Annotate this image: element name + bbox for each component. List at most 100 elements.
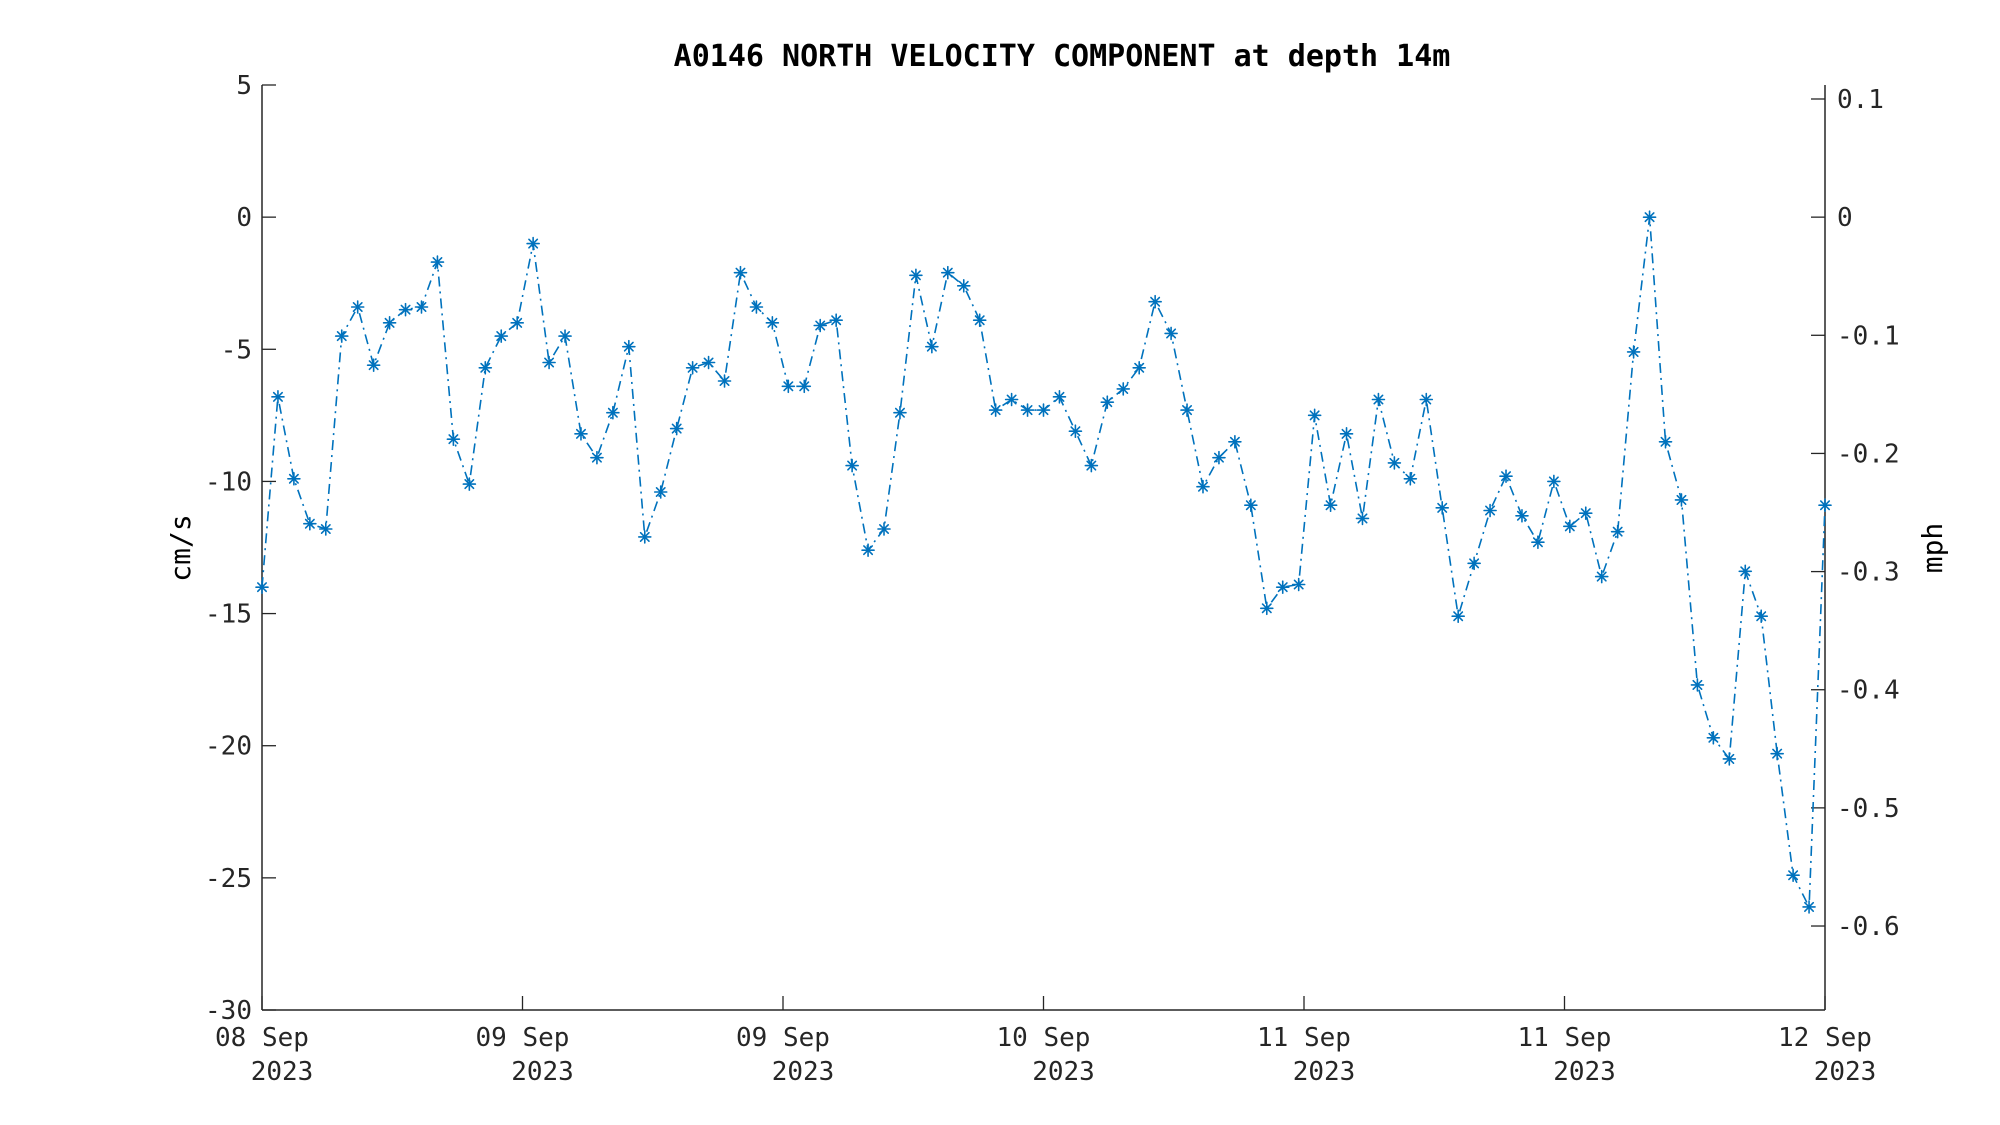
data-point [1786, 868, 1800, 883]
y2-tick-label: 0.1 [1837, 85, 1884, 115]
y-tick-label: -15 [205, 600, 252, 630]
data-point [1658, 434, 1673, 449]
data-point [366, 358, 381, 372]
data-point [941, 265, 955, 280]
chart-title: A0146 NORTH VELOCITY COMPONENT at depth … [674, 39, 1451, 74]
data-point [956, 279, 971, 293]
data-point [797, 379, 812, 394]
data-point [1323, 498, 1338, 513]
data-point [558, 329, 572, 343]
data-point [1674, 493, 1689, 507]
data-point [414, 300, 429, 314]
x-tick-year: 2023 [251, 1057, 314, 1087]
data-point [749, 300, 764, 314]
data-point [478, 360, 493, 375]
y-tick-label: 5 [236, 71, 252, 101]
data-point [398, 302, 413, 317]
data-point [1212, 450, 1226, 465]
data-point [1100, 395, 1115, 409]
data-point [1738, 564, 1753, 579]
data-point [1020, 403, 1035, 417]
x-tick-label: 09 Sep [736, 1023, 830, 1053]
y-tick-label: 0 [236, 203, 252, 233]
y-tick-label: -30 [205, 996, 252, 1026]
data-point [653, 485, 668, 499]
data-point [1132, 360, 1146, 375]
data-point [1547, 474, 1561, 489]
data-point [382, 316, 397, 330]
data-point [542, 355, 556, 370]
axes: 5 0 -5 -10 -15 -20 -25 -30 0.1 0 -0.1 -0.2 -0.3 -0.4 -… [205, 71, 1900, 1087]
data-point [1371, 392, 1386, 407]
data-point [255, 580, 269, 594]
data-point [829, 313, 843, 328]
data-point [1291, 577, 1306, 592]
data-point [1052, 390, 1067, 404]
data-point [1610, 524, 1625, 539]
x-tick-year: 2023 [1553, 1057, 1616, 1087]
data-point [972, 313, 987, 328]
x-tick-year: 2023 [1814, 1057, 1877, 1087]
data-point [334, 329, 349, 343]
y-tick-label: -25 [205, 864, 252, 894]
data-point [1531, 535, 1545, 550]
y2-tick-label: -0.3 [1837, 558, 1900, 588]
series-line [261, 217, 1826, 911]
data-point [717, 374, 732, 388]
x-tick-label: 12 Sep [1778, 1023, 1872, 1053]
data-series [255, 210, 1832, 914]
data-point [318, 522, 333, 536]
data-point [1451, 609, 1465, 624]
x-tick-year: 2023 [1293, 1057, 1356, 1087]
y-tick-label: -20 [205, 732, 252, 762]
data-point [669, 421, 684, 436]
data-point [1435, 501, 1450, 515]
y2-tick-label: -0.2 [1837, 439, 1900, 469]
data-point [526, 236, 540, 251]
data-point [813, 318, 828, 333]
y-tick-label: -5 [221, 335, 252, 365]
data-point [781, 379, 796, 394]
data-point [1690, 678, 1705, 692]
x-tick-label: 11 Sep [1257, 1023, 1351, 1053]
x-tick-label: 11 Sep [1518, 1023, 1612, 1053]
y2-tick-label: -0.4 [1837, 676, 1900, 706]
data-point [494, 329, 509, 343]
data-point [1004, 392, 1019, 407]
data-point [988, 403, 1003, 417]
data-point [1403, 471, 1418, 486]
y2-tick-label: -0.6 [1837, 912, 1900, 942]
y2-tick-label: -0.1 [1837, 321, 1900, 351]
data-point [350, 300, 365, 314]
data-point [1355, 511, 1370, 526]
x-tick-label: 08 Sep [215, 1023, 309, 1053]
data-point [462, 477, 477, 491]
data-point [925, 339, 939, 354]
y2-tick-label: 0 [1837, 203, 1853, 233]
data-point [1419, 392, 1434, 407]
y-axis-label: cm/s [164, 514, 197, 581]
data-point [1228, 434, 1242, 449]
data-point [1275, 580, 1290, 594]
data-point [574, 427, 588, 441]
y2-tick-label: -0.5 [1837, 794, 1900, 824]
data-point [733, 265, 748, 280]
data-point [622, 339, 636, 354]
data-point [446, 432, 461, 446]
data-point [765, 316, 780, 330]
data-point [1706, 730, 1721, 745]
data-point [1068, 424, 1083, 439]
data-point [1499, 469, 1513, 483]
data-point [1578, 506, 1593, 520]
data-point [1036, 403, 1051, 417]
data-point [893, 405, 907, 420]
data-point [637, 530, 652, 544]
data-point [606, 405, 620, 420]
data-point [303, 516, 317, 531]
data-point [845, 458, 859, 473]
data-point [861, 543, 875, 557]
data-point [1594, 569, 1609, 584]
data-point [1148, 294, 1162, 309]
data-point [1307, 408, 1322, 423]
